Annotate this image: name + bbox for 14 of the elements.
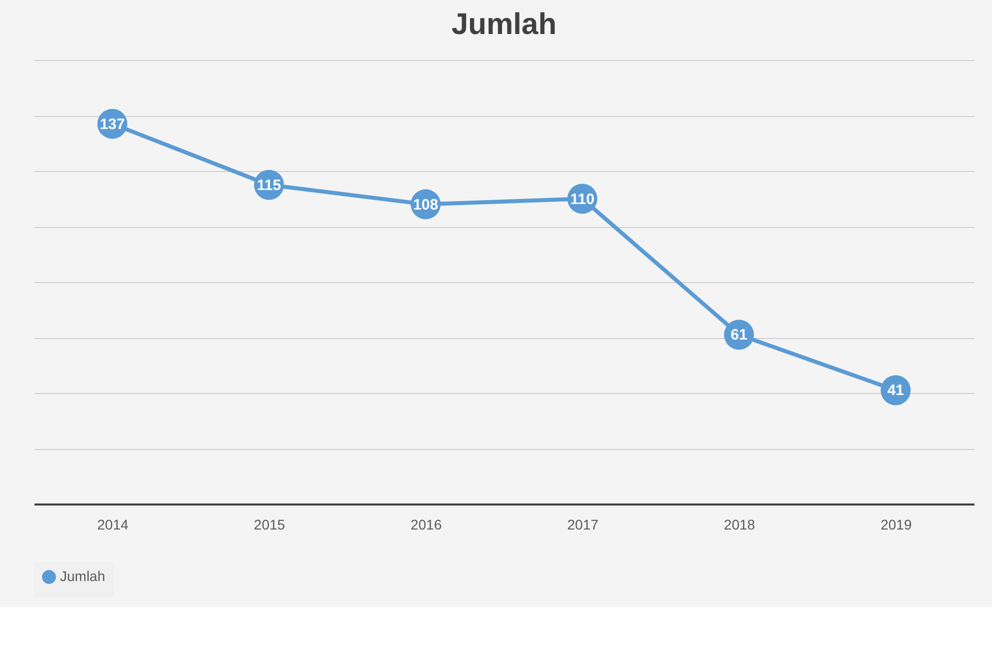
data-label: 115: [256, 176, 282, 194]
x-tick-label: 2019: [880, 516, 912, 532]
x-tick-label: 2018: [724, 516, 756, 532]
x-tick-label: 2017: [567, 516, 599, 532]
data-label: 110: [570, 190, 594, 208]
data-label: 41: [887, 382, 904, 400]
legend-label: Jumlah: [60, 568, 106, 584]
chart-title: Jumlah: [451, 8, 557, 41]
data-label: 61: [730, 326, 748, 344]
x-tick-label: 2016: [410, 516, 442, 532]
data-label: 137: [100, 116, 125, 133]
data-label: 108: [413, 196, 438, 214]
x-tick-label: 2015: [254, 516, 286, 532]
x-tick-label: 2014: [97, 516, 129, 532]
